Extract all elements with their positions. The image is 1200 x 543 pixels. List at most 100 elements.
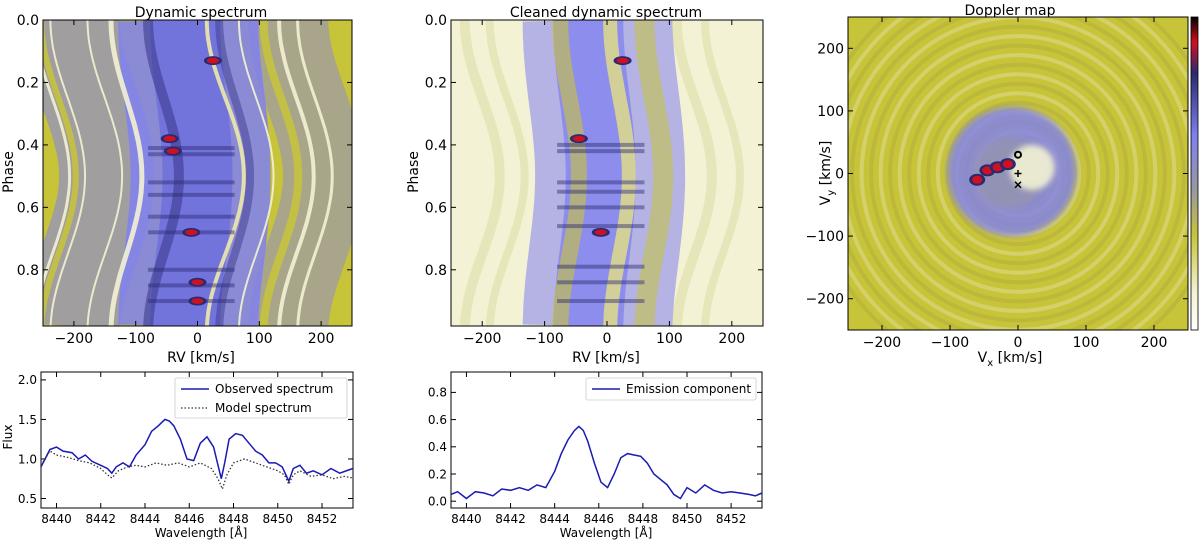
x-tick-label: 8448 (628, 512, 659, 526)
ripple-ring (897, 53, 1139, 294)
red-spot (185, 229, 198, 236)
flux-spectrum-xlabel: Wavelength [Å] (155, 525, 248, 540)
phase-streak (557, 264, 645, 269)
x-tick-label: 8442 (85, 512, 116, 526)
dynamic-spectrum-heatmap: −200 −100 0 100 200 0.0 0.2 0.4 0.6 0.8 (17, 13, 353, 347)
phase-streak (557, 299, 645, 304)
x-tick-label: 8446 (584, 512, 615, 526)
blue-envelope-left (43, 20, 155, 326)
x-tick-label: 8444 (130, 512, 161, 526)
dynamic-spectrum-panel: Dynamic spectrum −200 −100 0 100 200 0.0 0.2 0.… (1, 5, 353, 366)
legend-model-label: Model spectrum (215, 401, 312, 415)
cleaned-spectrum-title: Cleaned dynamic spectrum (510, 5, 702, 21)
ripple-ring (916, 72, 1120, 275)
phase-streak (557, 280, 645, 285)
y-tick-label: 0.0 (425, 13, 447, 29)
x-tick-label: −100 (525, 331, 563, 347)
emission-component-panel: 8440 8442 8444 8446 8448 8450 8452 0.0 0.2 0.4 0.6… (428, 371, 763, 540)
axes-frame (40, 371, 354, 509)
dynamic-spectrum-xlabel: RV [km/s] (167, 350, 235, 366)
legend-observed-label: Observed spectrum (215, 382, 333, 396)
x-tick-label: 100 (246, 331, 273, 347)
phase-streak (148, 152, 235, 157)
yellow-band (43, 20, 79, 326)
emission-legend-box (585, 377, 757, 401)
x-tick-label: −100 (116, 331, 154, 347)
y-tick-label: 0.8 (425, 263, 447, 279)
y-tick-label: 0.4 (425, 138, 447, 154)
cleaned-spectrum-heatmap: −200 −100 0 100 200 0.0 0.2 0.4 0.6 0.8 (425, 13, 764, 347)
yellow-ridge (277, 20, 316, 326)
y-tick-label: 0.8 (428, 386, 447, 400)
series-line-emission-component (451, 425, 762, 500)
phase-streak (557, 142, 645, 147)
emission-legend: Emission component (585, 377, 757, 401)
red-spot (572, 135, 585, 142)
flux-spectrum-ylabel: Flux (1, 425, 15, 450)
x-tick-label: −200 (863, 335, 901, 351)
central-core (150, 20, 233, 326)
y-tick-label: 0.2 (425, 75, 447, 91)
x-tick-label: −200 (55, 331, 93, 347)
y-tick-label: 0.4 (17, 138, 39, 154)
x-tick-label: 8442 (495, 512, 526, 526)
yellow-band (552, 20, 587, 326)
y-tick-label: 0.6 (425, 200, 447, 216)
yellow-band (259, 20, 303, 326)
cleaned-spectrum-xlabel: RV [km/s] (572, 350, 640, 366)
yellow-ridge (296, 20, 334, 326)
flux-legend-box (174, 377, 348, 419)
doppler-map-panel: Doppler map −200 −100 0 100 200 −200 −100 0 100 2… (806, 3, 1199, 369)
y-tick-label: 200 (817, 41, 844, 57)
series-line-model-spectrum (41, 450, 353, 491)
emission-component-xlabel: Wavelength [Å] (560, 525, 653, 540)
faint-ridge (701, 20, 744, 326)
red-spot (1002, 160, 1013, 169)
x-tick-label: 8440 (451, 512, 482, 526)
yellow-ridge (49, 20, 86, 326)
emission-component-plot: 8440 8442 8444 8446 8448 8450 8452 0.0 0.2 0.4 0.6… (428, 371, 763, 526)
x-tick-label: 0 (603, 331, 612, 347)
blue-envelope-right (248, 20, 352, 326)
cleaned-spectrum-panel: Cleaned dynamic spectrum −200 −100 0 100 200… (406, 5, 764, 366)
phase-streak (557, 180, 645, 185)
x-tick-label: 8444 (539, 512, 570, 526)
phase-streak (557, 149, 645, 154)
y-tick-label: 0.5 (18, 492, 37, 506)
x-tick-label: 8452 (716, 512, 747, 526)
y-tick-label: 1.0 (18, 452, 37, 466)
x-tick-label: 8440 (41, 512, 72, 526)
x-tick-label: 8450 (672, 512, 703, 526)
doppler-map-title: Doppler map (965, 3, 1056, 19)
y-tick-label: −200 (806, 292, 844, 308)
marker-circle (1014, 150, 1022, 159)
heatmap-image (848, 17, 1188, 330)
ripple-ring (945, 100, 1091, 247)
ripple-ring (926, 81, 1110, 266)
x-tick-label: 8446 (174, 512, 205, 526)
phase-streak (148, 214, 235, 219)
heatmap-image (43, 20, 352, 326)
axes-frame (450, 371, 763, 509)
x-tick-label: 8452 (307, 512, 338, 526)
yellow-band (634, 20, 674, 326)
red-spot (166, 148, 179, 154)
phase-streak (148, 267, 235, 272)
doppler-map-ylabel: Vy [km/s] (818, 141, 837, 206)
y-tick-label: 1.5 (18, 413, 37, 427)
pale-trail (603, 20, 636, 326)
y-tick-label: 0.0 (17, 13, 39, 29)
y-tick-label: 0.6 (428, 413, 447, 427)
yellow-ridge (237, 20, 275, 326)
y-tick-label: 0.6 (17, 200, 39, 216)
faint-ridge (671, 20, 717, 326)
ripple-ring (878, 34, 1158, 313)
x-tick-label: 100 (1073, 335, 1100, 351)
marker-cross (1014, 181, 1022, 189)
doppler-map-xlabel: Vx [km/s] (978, 350, 1043, 369)
yellow-ridge (108, 20, 145, 326)
red-spot (972, 175, 983, 184)
y-tick-label: 0.8 (17, 263, 39, 279)
phase-streak (148, 192, 235, 197)
phase-streak (557, 224, 645, 229)
